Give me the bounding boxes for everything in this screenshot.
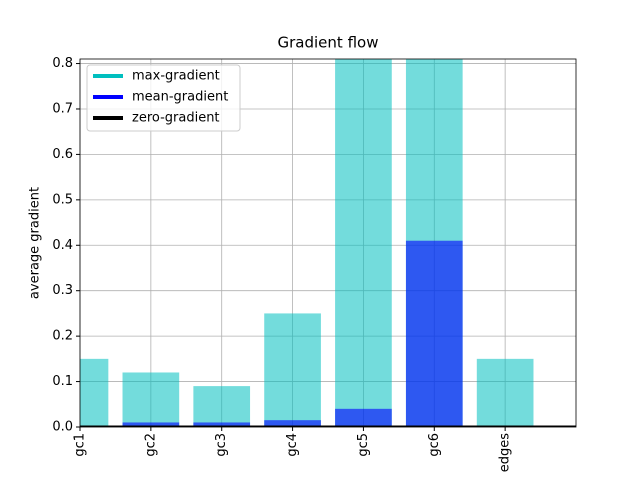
bar <box>264 313 321 427</box>
y-tick-label: 0.8 <box>52 56 73 71</box>
chart-title: Gradient flow <box>278 34 379 52</box>
x-tick-label: gc2 <box>143 433 158 457</box>
y-tick-label: 0.5 <box>52 192 73 207</box>
bars <box>80 59 576 427</box>
x-tick-label: gc3 <box>214 433 229 457</box>
bar <box>193 422 251 427</box>
x-tick-label: gc1 <box>73 433 88 457</box>
y-tick-label: 0.0 <box>52 420 73 435</box>
legend: max-gradient mean-gradient zero-gradient <box>86 64 241 132</box>
bar <box>193 386 251 427</box>
x-tick-label: edges <box>498 433 513 473</box>
legend-label: zero-gradient <box>132 111 220 126</box>
bar <box>122 372 180 427</box>
bar <box>122 422 180 427</box>
ticks: 0.0 0.1 0.2 0.3 0.4 0.5 0.6 0.7 0.8 gc1 gc2 gc3 gc4 g… <box>52 56 512 472</box>
bar <box>335 59 392 427</box>
y-tick-label: 0.6 <box>52 147 73 162</box>
x-tick-label: gc6 <box>427 433 442 457</box>
bar <box>335 408 392 427</box>
y-tick-label: 0.1 <box>52 374 73 389</box>
x-tick-label: gc4 <box>285 433 300 457</box>
bar <box>80 358 109 427</box>
x-tick-label: gc5 <box>356 433 371 457</box>
plot-frame <box>79 58 577 428</box>
bar <box>405 240 463 427</box>
bar <box>476 358 534 427</box>
y-tick-label: 0.2 <box>52 329 73 344</box>
y-axis-label: average gradient <box>28 187 43 299</box>
y-tick-label: 0.3 <box>52 283 73 298</box>
y-tick-label: 0.4 <box>52 238 73 253</box>
y-tick-label: 0.7 <box>52 101 73 116</box>
legend-label: max-gradient <box>132 69 220 84</box>
legend-label: mean-gradient <box>132 90 228 105</box>
bar <box>264 420 321 427</box>
legend-box <box>86 64 241 132</box>
